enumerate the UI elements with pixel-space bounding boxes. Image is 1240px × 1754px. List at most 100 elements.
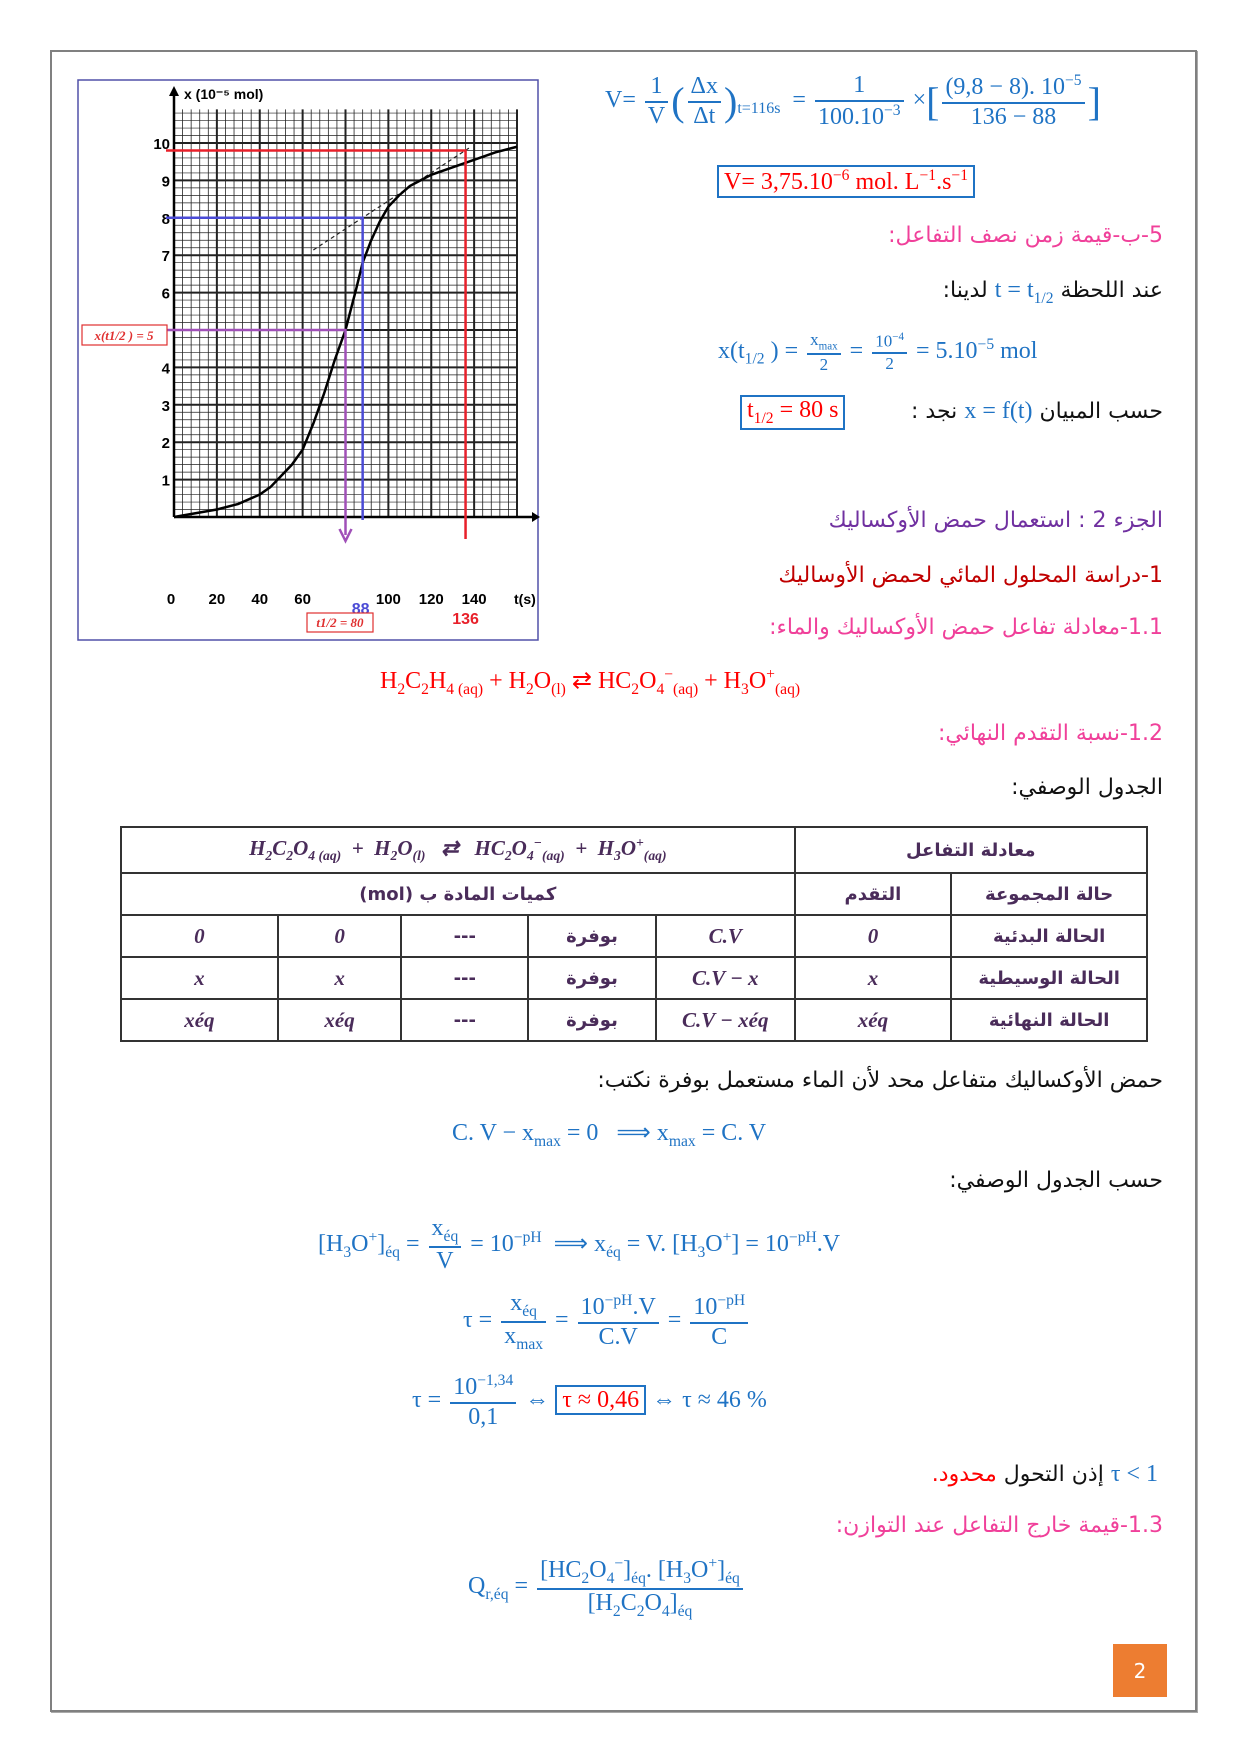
value: = 80 s	[773, 397, 839, 423]
t: t	[747, 397, 754, 423]
num: 10−1,34	[450, 1372, 517, 1404]
table-row: الحالة النهائية xéq C.V − xéq بوفرة --- xéq xé…	[120, 998, 1148, 1042]
num-base: (9,8 − 8). 10	[945, 74, 1065, 100]
y-tick-label: 1	[162, 473, 170, 490]
table-cell: ---	[400, 956, 530, 1000]
tangent-line	[313, 146, 471, 251]
text-red: محدود.	[931, 1462, 997, 1487]
den: xmax	[504, 1322, 544, 1353]
den: Δt	[693, 102, 716, 129]
y-tick-label: 9	[162, 173, 170, 190]
at-time: t=116s	[737, 99, 781, 117]
unit: .s	[936, 169, 952, 195]
section12-heading: 1.2-نسبة التقدم النهائي:	[937, 721, 1163, 746]
den: V	[647, 102, 666, 129]
y-tick-label: 2	[162, 435, 170, 452]
per-graph-line: حسب المبيان x = f(t) نجد :	[911, 398, 1163, 425]
limiting-reagent-text: حمض الأوكساليك متفاعل محد لأن الماء مستع…	[597, 1068, 1163, 1093]
x-tick-label: 40	[251, 591, 268, 608]
guide-line-blue	[166, 216, 364, 520]
math: τ < 1	[1110, 1461, 1158, 1487]
state-label: حالة المجموعة	[950, 872, 1148, 916]
y-axis-arrow-icon	[169, 86, 179, 96]
at-moment-line: عند اللحظة t = t1/2 لدينا:	[943, 277, 1163, 308]
math: t = t1/2	[994, 277, 1054, 307]
exp: −5	[977, 335, 995, 353]
table-cell: x	[120, 956, 279, 1000]
den: C	[711, 1323, 728, 1350]
den: 2	[819, 355, 829, 375]
num: xéq	[428, 1215, 462, 1248]
text: نجد :	[911, 399, 965, 424]
tau-formula: τ = xéq xmax = 10−pH.V C.V = 10−pH C	[463, 1290, 751, 1353]
half-advance-label-box	[81, 324, 168, 346]
table-row: حالة المجموعة التقدم كميات المادة ب (mol…	[120, 872, 1148, 916]
table-cell: xéq	[276, 998, 403, 1042]
table-cell: الحالة البدئية	[950, 914, 1148, 958]
table-cell: x	[276, 956, 403, 1000]
page-border	[50, 50, 1197, 1712]
iff: ⇔	[525, 1387, 550, 1414]
table-cell: بوفرة	[527, 914, 657, 958]
num: 10−4	[872, 331, 907, 354]
exp: −4	[892, 331, 904, 344]
table-cell: 0	[276, 914, 403, 958]
x-tick-label: 140	[462, 591, 487, 608]
reaction-equation: H2C2H4 (aq) + H2O(l) ⇄ HC2O4−(aq) + H3O+…	[380, 666, 801, 698]
den: 136 − 88	[970, 103, 1057, 130]
x-axis-label: t(s)	[514, 591, 536, 607]
table-cell: ---	[400, 998, 530, 1042]
table-cell: C.V − x	[654, 956, 796, 1000]
num-exp: −5	[1064, 72, 1082, 89]
heading-half-life: 5-ب-قيمة زمن نصف التفاعل:	[888, 223, 1163, 248]
section1-heading: 1-دراسة المحلول المائي لحمض الأوساليك	[778, 563, 1163, 588]
rate-result-box: V= 3,75.10−6 mol. L−1.s−1	[717, 165, 975, 198]
num: 1	[814, 72, 904, 102]
math: x = f(t)	[964, 398, 1033, 424]
table-cell: C.V	[654, 914, 796, 958]
equation-label: معادلة التفاعل	[793, 826, 1149, 874]
x-axis-arrow-icon	[532, 512, 540, 522]
amounts-label: كميات المادة ب (mol)	[120, 872, 796, 916]
table-cell: بوفرة	[527, 998, 657, 1042]
rhs: = 10−pH ⟹ xéq = V. [H3O+] = 10−pH.V	[470, 1228, 841, 1261]
y-tick-label: 8	[162, 211, 170, 228]
section13-heading: 1.3-قيمة خارج التفاعل عند التوازن:	[835, 1513, 1163, 1538]
half-advance-formula: x(t1/2 ) = xmax 2 = 10−4 2 = 5.10−5 mol	[718, 330, 1037, 375]
lhs: Qr,éq =	[468, 1573, 529, 1604]
eq: =	[555, 1307, 569, 1334]
tau-numeric: τ = 10−1,34 0,1 ⇔ τ ≈ 0,46 ⇔ τ ≈ 46 %	[412, 1372, 767, 1431]
num: 1	[644, 73, 669, 103]
table-cell: xéq	[793, 998, 953, 1042]
sub: 1/2	[744, 350, 765, 368]
x-t: x(t	[718, 337, 745, 364]
num: [HC2O4−]éq. [H3O+]éq	[537, 1555, 743, 1590]
half-life-label-box	[306, 612, 374, 633]
conclusion: τ < 1 إذن التحول محدود.	[932, 1461, 1158, 1488]
half-advance-label: x(t1/2 ) = 5	[93, 328, 154, 343]
t-eq: t = t	[994, 277, 1034, 303]
exp: −6	[832, 167, 850, 184]
eq: =	[849, 337, 864, 364]
x-tick-label: 20	[209, 591, 226, 608]
y-tick-label: 6	[162, 286, 170, 303]
per-table-text: حسب الجدول الوصفي:	[949, 1168, 1163, 1193]
y-tick-label: 10	[153, 136, 170, 153]
table-cell: 0	[120, 914, 279, 958]
h3o-formula: [H3O+]éq = xéq V = 10−pH ⟹ xéq = V. [H3O+…	[318, 1215, 840, 1275]
table-cell: الحالة النهائية	[950, 998, 1148, 1042]
den: V	[436, 1247, 454, 1274]
num: xéq	[501, 1290, 547, 1323]
exp: −1	[919, 167, 937, 184]
half-life-label: t1/2 = 80	[316, 615, 364, 630]
y-tick-label: 7	[162, 248, 170, 265]
table-intro: الجدول الوصفي:	[1011, 775, 1163, 800]
table-cell: ---	[400, 914, 530, 958]
tau-percent: ⇔ τ ≈ 46 %	[652, 1387, 767, 1414]
table-row: الحالة البدئية 0 C.V بوفرة --- 0 0	[120, 914, 1148, 958]
curve-x-t	[173, 145, 518, 519]
exp: −1	[951, 167, 968, 184]
den: [H2C2O4]éq	[587, 1589, 693, 1620]
xmax-equation: C. V − xmax = 0 ⟹ xmax = C. V	[452, 1120, 767, 1150]
rate-value: V= 3,75.10	[724, 169, 833, 195]
